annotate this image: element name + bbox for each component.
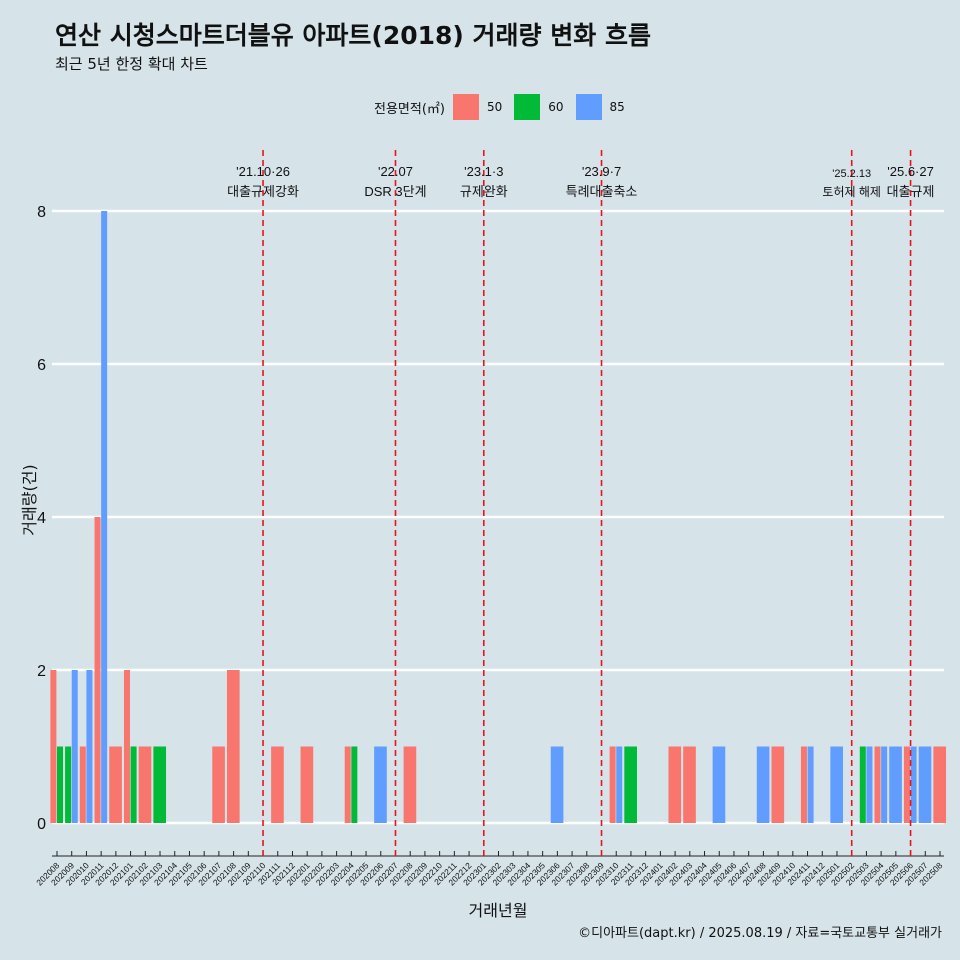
event-date-label: '23.1·3	[464, 164, 503, 179]
event-name-label: 대출규제강화	[227, 184, 299, 199]
bar-85-202501	[830, 746, 844, 823]
bar-50-202108	[226, 670, 240, 823]
y-tick-label: 0	[37, 816, 46, 833]
bar-85-202503	[866, 746, 873, 823]
y-tick-label: 2	[37, 663, 46, 680]
bar-50-202310	[609, 746, 616, 823]
bar-50-202409	[771, 746, 785, 823]
bar-50-202201	[300, 746, 314, 823]
event-date-label: '21.10·26	[236, 164, 290, 179]
bar-50-202012	[109, 746, 122, 823]
legend-label-60: 60	[548, 100, 564, 114]
bar-60-202009	[65, 746, 72, 823]
event-date-label: '25.6·27	[887, 164, 934, 179]
bar-50-202102	[138, 746, 152, 823]
bar-85-202506	[910, 746, 917, 823]
bar-60-202311	[624, 746, 637, 823]
x-axis-label: 거래년월	[468, 901, 528, 920]
legend-label-85: 85	[609, 100, 625, 114]
event-date-label: '23.9·7	[582, 164, 621, 179]
bar-60-202008	[57, 746, 64, 823]
legend-title: 전용면적(㎡)	[374, 101, 445, 117]
event-name-label: 규제완화	[460, 184, 508, 199]
legend-label-50: 50	[486, 100, 503, 114]
bar-50-202508	[933, 746, 947, 823]
event-name-label: DSR 3단계	[364, 184, 426, 199]
bar-60-202101	[130, 746, 137, 823]
y-tick-label: 6	[37, 357, 46, 374]
bar-50-202101	[123, 670, 130, 823]
chart-title: 연산 시청스마트더블유 아파트(2018) 거래량 변화 흐름	[55, 21, 651, 50]
bar-50-202411	[800, 746, 807, 823]
event-name-label: 대출규제	[887, 184, 935, 199]
bar-85-202306	[550, 746, 564, 823]
event-name-label: 특례대출축소	[566, 184, 638, 199]
bar-50-202504	[874, 746, 881, 823]
source-caption: ©디아파트(dapt.kr) / 2025.08.19 / 자료=국토교통부 실…	[578, 926, 942, 941]
bar-85-202010	[86, 670, 93, 823]
bar-85-202411	[807, 746, 814, 823]
bar-50-202208	[403, 746, 417, 823]
bar-85-202011	[101, 211, 108, 823]
chart-subtitle: 최근 5년 한정 확대 차트	[55, 55, 208, 73]
bar-50-202011	[94, 517, 101, 823]
bar-85-202009	[71, 670, 78, 823]
event-date-label: '22.07	[378, 164, 413, 179]
bar-50-202506	[903, 746, 910, 823]
bar-85-202310	[616, 746, 623, 823]
bar-85-202405	[712, 746, 726, 823]
y-axis-label: 거래량(건)	[20, 464, 39, 536]
bar-50-202204	[344, 746, 351, 823]
bar-60-202503	[859, 746, 866, 823]
bar-50-202111	[271, 746, 284, 823]
legend-key-85	[575, 94, 602, 120]
bar-50-202403	[683, 746, 696, 823]
legend-key-50	[452, 94, 479, 120]
bar-60-202204	[351, 746, 358, 823]
bar-85-202206	[374, 746, 387, 823]
y-tick-label: 4	[37, 510, 46, 527]
bar-85-202408	[756, 746, 770, 823]
bar-85-202505	[889, 746, 902, 823]
bar-85-202504	[881, 746, 888, 823]
bar-50-202008	[50, 670, 57, 823]
bar-50-202010	[79, 746, 86, 823]
bar-50-202107	[212, 746, 225, 823]
legend-key-60	[514, 94, 541, 120]
event-name-label: 토허제 해제	[822, 185, 881, 199]
bar-60-202103	[153, 746, 167, 823]
bar-50-202402	[668, 746, 682, 823]
event-date-label: '25.2.13	[832, 168, 871, 180]
legend: 전용면적(㎡) 50 60 85	[374, 93, 637, 121]
y-tick-label: 8	[37, 204, 46, 221]
bar-85-202507	[918, 746, 932, 823]
